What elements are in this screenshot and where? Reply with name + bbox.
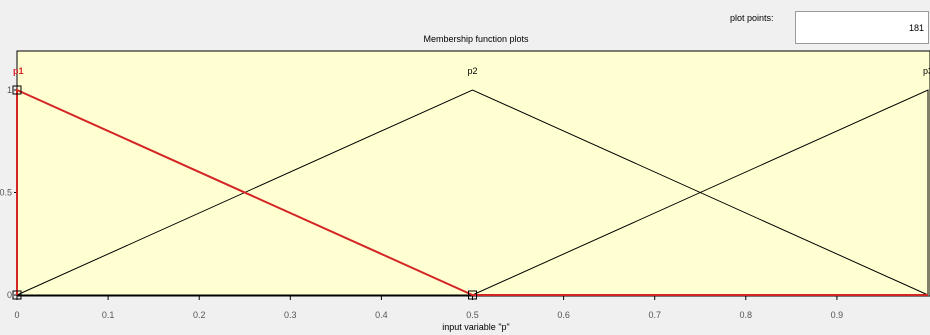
- vertex-handle: [12, 290, 22, 300]
- x-tick-label: 0.2: [193, 310, 206, 320]
- vertex-handles: [12, 85, 477, 300]
- plot-area[interactable]: [16, 50, 930, 297]
- y-tick-label: 0: [7, 290, 12, 300]
- panel-title: Membership function plots: [423, 34, 529, 44]
- y-tick-label: 0.5: [0, 188, 12, 198]
- function-label-p2: p2: [467, 66, 477, 76]
- x-tick-label: 0.5: [466, 310, 479, 320]
- function-label-p3: p3: [923, 66, 930, 76]
- function-label-p1: p1: [13, 66, 24, 76]
- x-tick-label: 0.3: [284, 310, 297, 320]
- x-tick-label: 0.8: [740, 310, 753, 320]
- vertex-handle: [468, 290, 477, 300]
- membership-curve-p3: [17, 89, 929, 296]
- plot-points-label: plot points:: [730, 13, 774, 23]
- axis-ticks: 0 0.1 0.2 0.3 0.4 0.5 0.6 0.7 0.8 0.9 0 0.5 1: [0, 85, 843, 320]
- x-tick-label: 0: [14, 310, 19, 320]
- x-axis-label: input variable "p": [442, 322, 509, 332]
- x-tick-label: 0.4: [375, 310, 388, 320]
- vertex-handle: [12, 85, 22, 95]
- x-tick-label: 0.1: [102, 310, 115, 320]
- membership-curves: [16, 88, 929, 296]
- x-tick-label: 0.6: [557, 310, 570, 320]
- membership-curve-p1: [16, 88, 928, 296]
- membership-curve-p2: [16, 89, 929, 296]
- x-tick-label: 0.9: [831, 310, 844, 320]
- plot-points-input[interactable]: [795, 11, 929, 44]
- y-tick-label: 1: [7, 85, 12, 95]
- function-labels: p1 p2 p3: [13, 66, 930, 76]
- x-tick-label: 0.7: [648, 310, 661, 320]
